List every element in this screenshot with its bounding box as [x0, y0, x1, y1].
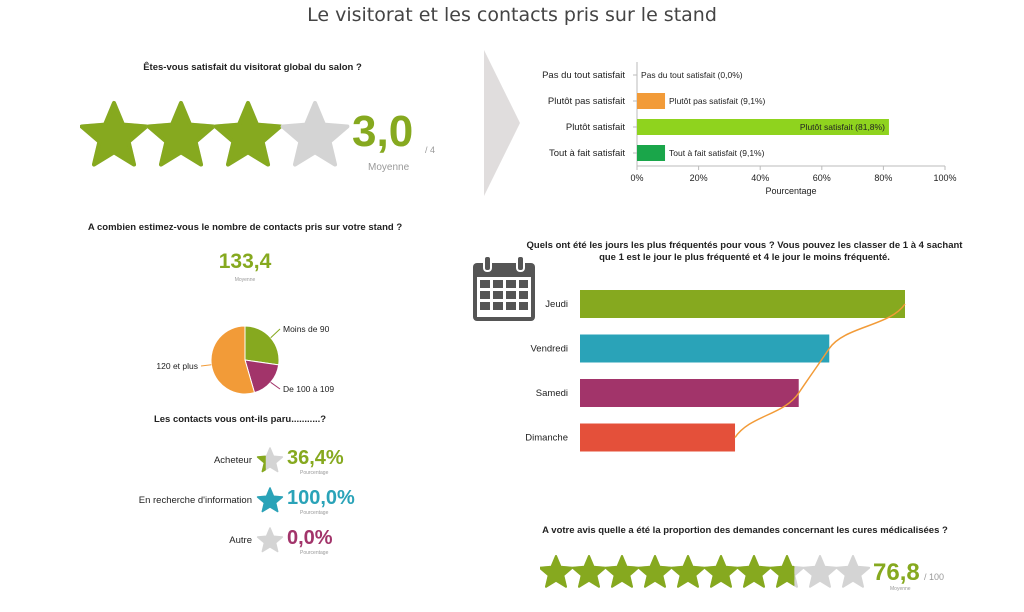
bar	[580, 379, 799, 407]
trend-line	[734, 303, 906, 438]
contacts-pie-chart: Moins de 90 De 100 à 109 120 et plus	[156, 324, 334, 395]
q4-star-fill	[604, 554, 640, 588]
satisfaction-bar-chart: Pas du tout satisfait Pas du tout satisfa…	[542, 62, 957, 196]
data-label: Pas du tout satisfait (0,0%)	[641, 70, 743, 80]
category-label: Vendredi	[530, 344, 568, 355]
q3-item-caption: Pourcentage	[300, 510, 329, 516]
q3-star-icon	[256, 487, 284, 513]
q1-star-fill	[80, 100, 149, 167]
category-label: Samedi	[536, 388, 568, 399]
q4-star-fill	[736, 554, 772, 588]
category-label: Jeudi	[545, 299, 568, 310]
q4-question: A votre avis quelle a été la proportion …	[542, 525, 948, 536]
bar	[580, 290, 905, 318]
q4-max: / 100	[924, 572, 945, 582]
pie-slice	[210, 325, 256, 395]
q3-star-fill	[256, 455, 266, 473]
q3-star-fill	[256, 487, 284, 513]
pie-label: De 100 à 109	[283, 384, 334, 394]
q3-item-value: 0,0%	[287, 527, 333, 549]
q5-question-line2: que 1 est le jour le plus fréquenté et 4…	[599, 252, 890, 263]
category-label: Plutôt pas satisfait	[548, 96, 625, 107]
q2-question: A combien estimez-vous le nombre de cont…	[87, 222, 403, 233]
pie-label: Moins de 90	[283, 324, 330, 334]
x-tick-label: 80%	[874, 173, 892, 183]
x-tick-label: 20%	[690, 173, 708, 183]
q1-question: Êtes-vous satisfait du visitorat global …	[143, 62, 362, 73]
q1-star-fill	[146, 100, 216, 167]
q3-item-label: En recherche d'information	[138, 495, 252, 506]
q5-question: Quels ont été les jours les plus fréquen…	[512, 240, 977, 264]
calendar-icon	[473, 255, 535, 321]
pie-slice	[244, 359, 280, 394]
q1-score: 3,0	[352, 107, 414, 156]
x-tick-label: 40%	[751, 173, 769, 183]
x-tick-label: 60%	[813, 173, 831, 183]
bar	[637, 119, 889, 135]
x-axis-label: Pourcentage	[765, 186, 816, 196]
q3-item-caption: Pourcentage	[300, 550, 329, 556]
bar	[637, 145, 666, 161]
q2-value: 133,4	[218, 250, 272, 273]
category-label: Plutôt satisfait	[566, 122, 625, 133]
q1-max: / 4	[425, 145, 436, 155]
q3-star	[256, 527, 284, 553]
q3-item-caption: Pourcentage	[300, 470, 329, 476]
q1-caption: Moyenne	[368, 162, 410, 173]
q5-question-line1: Quels ont été les jours les plus fréquen…	[526, 240, 963, 251]
q4-star-fill	[670, 554, 706, 588]
q4-caption: Moyenne	[890, 586, 911, 592]
x-tick-label: 100%	[933, 173, 956, 183]
days-bar-chart: Jeudi Vendredi Samedi Dimanche	[525, 290, 906, 452]
category-label: Pas du tout satisfait	[542, 70, 625, 81]
q3-star-icon	[256, 447, 284, 473]
q3-item-value: 36,4%	[287, 447, 344, 469]
q3-item-label: Acheteur	[213, 455, 252, 466]
pie-leader-line	[270, 328, 281, 339]
bar	[637, 93, 666, 109]
q4-star-fill	[571, 554, 607, 588]
bar	[580, 423, 736, 452]
q4-star-fill	[769, 554, 795, 588]
q4-star-fill	[540, 554, 574, 588]
q1-star	[280, 100, 350, 167]
q1-star-rating	[80, 100, 350, 167]
arrow-shape	[484, 50, 520, 196]
q4-star-fill	[703, 554, 739, 588]
q4-star	[835, 554, 871, 588]
q4-star-rating	[540, 554, 871, 588]
data-label: Plutôt satisfait (81,8%)	[800, 122, 885, 132]
q3-star-icon	[256, 527, 284, 553]
data-label: Plutôt pas satisfait (9,1%)	[669, 96, 766, 106]
q4-score: 76,8	[873, 559, 920, 586]
q3-question: Les contacts vous ont-ils paru..........…	[153, 414, 327, 425]
pie-leader-line	[200, 364, 212, 367]
pie-leader-line	[270, 381, 281, 390]
page-title: Le visitorat et les contacts pris sur le…	[307, 4, 717, 26]
category-label: Dimanche	[525, 433, 568, 444]
pie-slice	[244, 325, 280, 366]
q2-caption: Moyenne	[234, 277, 256, 283]
bar	[580, 334, 830, 363]
pie-label: 120 et plus	[156, 361, 198, 371]
x-tick-label: 0%	[630, 173, 643, 183]
data-label: Tout à fait satisfait (9,1%)	[669, 148, 765, 158]
q4-star	[802, 554, 838, 588]
q1-star-fill	[213, 100, 283, 167]
q3-item-label: Autre	[229, 535, 252, 546]
q4-star-fill	[637, 554, 673, 588]
q3-item-value: 100,0%	[287, 487, 355, 509]
category-label: Tout à fait satisfait	[549, 148, 625, 159]
